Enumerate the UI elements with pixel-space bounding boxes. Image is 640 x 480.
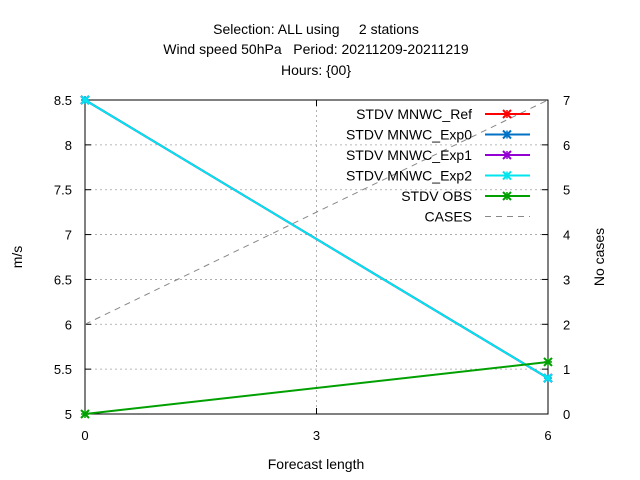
y-tick-label: 8 (65, 138, 72, 153)
series-line-stdv-obs (84, 360, 549, 415)
data-point-stdv-obs (543, 357, 553, 367)
legend-marker (502, 170, 512, 181)
x-axis-label: Forecast length (268, 456, 365, 472)
y2-tick-label: 0 (563, 407, 570, 422)
legend-marker (502, 191, 512, 201)
x-tick-label: 0 (81, 428, 88, 443)
legend-item-stdv-mnwc-exp0: STDV MNWC_Exp0 (346, 127, 530, 143)
legend: STDV MNWC_Ref STDV MNWC_Exp0 STDV MNWC_Exp… (346, 106, 530, 225)
legend-item-stdv-obs: STDV OBS (401, 188, 530, 204)
y-tick-label: 6 (65, 317, 72, 332)
y2-axis-label: No cases (591, 228, 607, 286)
series-line-cases (84, 99, 549, 325)
legend-item-stdv-mnwc-exp2: STDV MNWC_Exp2 (346, 168, 530, 184)
series-layer (80, 95, 553, 419)
y2-tick-label: 5 (563, 183, 570, 198)
legend-item-stdv-mnwc-exp1: STDV MNWC_Exp1 (346, 147, 530, 163)
data-point-stdv-mnwc-exp2 (80, 95, 90, 105)
legend-label: STDV MNWC_Ref (356, 106, 472, 122)
y2-axis: 0 1 2 3 4 5 6 7 (542, 93, 570, 422)
legend-item-stdv-mnwc-ref: STDV MNWC_Ref (356, 106, 530, 122)
y-tick-label: 5.5 (54, 362, 72, 377)
y-tick-label: 6.5 (54, 272, 72, 287)
y2-tick-label: 3 (563, 272, 570, 287)
y2-tick-label: 7 (563, 93, 570, 108)
y-axis-label: m/s (9, 246, 25, 269)
grid (85, 100, 548, 414)
x-tick-label: 3 (313, 428, 320, 443)
legend-marker (502, 150, 512, 160)
y-tick-label: 8.5 (54, 93, 72, 108)
series-stdv-mnwc-exp2 (80, 95, 553, 383)
y2-tick-label: 6 (563, 138, 570, 153)
title-line-2: Wind speed 50hPa Period: 20211209-202112… (163, 41, 469, 57)
series-cases (84, 99, 549, 325)
legend-marker (502, 129, 512, 140)
y-tick-label: 7 (65, 228, 72, 243)
legend-marker (502, 109, 512, 119)
y-axis: 5 5.5 6 6.5 7 7.5 8 8.5 (54, 93, 91, 422)
data-point-stdv-obs (80, 409, 90, 419)
y-tick-label: 7.5 (54, 183, 72, 198)
legend-label: STDV OBS (401, 188, 472, 204)
series-stdv-obs (80, 357, 553, 419)
data-point-stdv-mnwc-exp2 (543, 373, 553, 383)
legend-label: STDV MNWC_Exp0 (346, 127, 472, 143)
chart-title: Selection: ALL using 2 stations Wind spe… (163, 21, 469, 78)
y2-tick-label: 2 (563, 317, 570, 332)
x-tick-label: 6 (544, 428, 551, 443)
title-line-3: Hours: {00} (281, 62, 351, 78)
title-line-1: Selection: ALL using 2 stations (213, 21, 419, 37)
y2-tick-label: 4 (563, 228, 570, 243)
y-tick-label: 5 (65, 407, 72, 422)
legend-label: STDV MNWC_Exp1 (346, 147, 472, 163)
y2-tick-label: 1 (563, 362, 570, 377)
series-line-stdv-mnwc-exp2 (84, 99, 549, 379)
legend-item-cases: CASES (425, 209, 530, 225)
legend-label: STDV MNWC_Exp2 (346, 168, 472, 184)
legend-label: CASES (425, 209, 472, 225)
